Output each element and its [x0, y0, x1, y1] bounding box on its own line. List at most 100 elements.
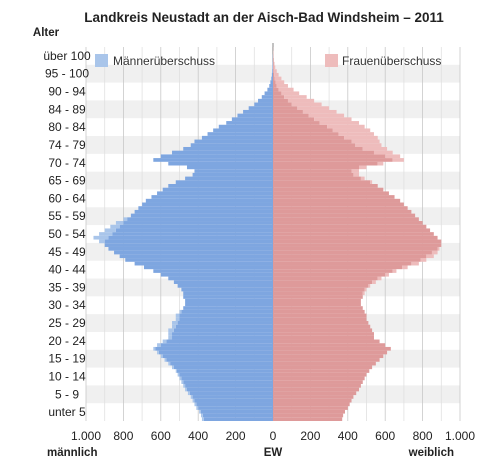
male-bar-age-4: [196, 402, 273, 407]
female-surplus-age-44: [426, 254, 434, 259]
male-bar-age-40: [153, 269, 273, 273]
female-bar-age-60: [273, 195, 395, 199]
male-bar-age-91: [270, 80, 273, 85]
female-bar-age-70: [273, 158, 393, 162]
male-surplus-age-9: [183, 383, 186, 388]
x-tick-label: 1.000: [71, 429, 101, 443]
male-surplus-age-50: [99, 232, 113, 236]
male-surplus-age-22: [168, 335, 173, 340]
female-bar-age-14: [273, 365, 373, 370]
female-bar-age-64: [273, 180, 371, 185]
female-bar-age-68: [273, 165, 360, 170]
female-surplus-age-42: [411, 261, 419, 266]
male-surplus-age-19: [153, 346, 156, 351]
legend-male: Männerüberschuss: [95, 54, 215, 68]
female-surplus-age-94: [273, 69, 277, 73]
female-surplus-age-46: [437, 246, 440, 251]
female-bar-age-31: [273, 302, 361, 307]
male-bar-age-82: [237, 113, 273, 118]
female-bar-age-35: [273, 287, 365, 292]
male-surplus-age-14: [172, 365, 174, 370]
female-surplus-age-97: [273, 58, 274, 62]
female-bar-age-3: [273, 406, 348, 410]
male-bar-age-48: [104, 239, 273, 244]
male-surplus-age-11: [179, 376, 182, 381]
age-label: 25 - 29: [48, 316, 86, 330]
age-label: 74 - 79: [48, 138, 86, 152]
female-bar-age-62: [273, 187, 384, 192]
female-bar-age-51: [273, 228, 431, 233]
female-bar-age-5: [273, 398, 352, 403]
male-surplus-age-21: [162, 339, 167, 344]
female-bar-age-65: [273, 176, 361, 181]
male-bar-age-2: [201, 409, 273, 414]
male-bar-age-62: [162, 187, 273, 192]
female-bar-age-87: [273, 95, 285, 99]
male-bar-age-44: [119, 254, 273, 259]
female-bar-age-63: [273, 184, 378, 188]
female-bar-age-82: [273, 113, 309, 118]
male-bar-age-51: [115, 228, 273, 233]
age-label: unter 5: [48, 405, 86, 419]
female-bar-age-81: [273, 117, 315, 122]
female-bar-age-45: [273, 250, 432, 255]
female-bar-age-10: [273, 380, 363, 384]
female-bar-age-93: [273, 72, 275, 77]
female-bar-age-26: [273, 321, 369, 325]
male-bar-age-92: [271, 76, 273, 81]
male-bar-age-66: [192, 172, 273, 177]
male-bar-age-12: [179, 372, 273, 377]
female-surplus-age-64: [370, 180, 373, 185]
female-bar-age-80: [273, 121, 320, 125]
age-label: 80 - 84: [48, 120, 86, 134]
legend-male-swatch: [95, 54, 108, 67]
male-surplus-age-7: [187, 391, 190, 396]
female-surplus-age-91: [275, 80, 285, 85]
female-bar-age-57: [273, 206, 408, 210]
age-label: 40 - 44: [48, 263, 86, 277]
male-bars: [93, 54, 274, 421]
female-surplus-age-72: [373, 150, 393, 155]
male-bar-age-0: [203, 417, 273, 421]
female-bar-age-24: [273, 328, 373, 333]
female-bar-age-92: [273, 76, 275, 81]
male-bar-age-75: [194, 139, 273, 144]
female-bar-age-54: [273, 217, 419, 222]
male-surplus-age-24: [168, 328, 174, 333]
male-bar-age-50: [112, 232, 274, 236]
male-bar-age-72: [172, 150, 273, 155]
female-surplus-age-39: [385, 272, 389, 277]
male-bar-age-22: [172, 335, 273, 340]
male-bar-age-64: [175, 180, 273, 185]
male-bar-age-32: [185, 298, 273, 303]
chart-title: Landkreis Neustadt an der Aisch-Bad Wind…: [84, 10, 444, 25]
female-surplus-age-87: [284, 95, 307, 99]
male-bar-age-46: [108, 246, 273, 251]
female-bar-age-19: [273, 346, 391, 351]
male-surplus-age-8: [185, 387, 187, 392]
male-surplus-age-23: [168, 332, 173, 336]
age-label: 65 - 69: [48, 174, 86, 188]
male-surplus-age-4: [194, 402, 197, 407]
female-bar-age-78: [273, 128, 333, 133]
female-bar-age-34: [273, 291, 363, 296]
female-surplus-age-41: [402, 265, 408, 270]
x-unit-label: EW: [264, 447, 283, 459]
female-bar-age-94: [273, 69, 274, 73]
male-bar-age-21: [166, 339, 273, 344]
female-bar-age-47: [273, 243, 442, 247]
female-surplus-age-45: [431, 250, 438, 255]
male-bar-age-70: [153, 158, 273, 162]
male-bar-age-83: [243, 109, 273, 114]
female-surplus-age-37: [372, 280, 376, 284]
female-bar-age-83: [273, 109, 303, 114]
female-surplus-age-84: [297, 106, 330, 110]
female-bar-age-61: [273, 191, 389, 196]
female-bar-age-32: [273, 298, 361, 303]
male-bar-age-27: [179, 317, 273, 322]
female-bar-age-16: [273, 358, 380, 362]
female-surplus-age-75: [351, 139, 380, 144]
male-bar-age-49: [108, 235, 273, 240]
male-surplus-age-28: [175, 313, 180, 318]
female-surplus-age-65: [360, 176, 365, 181]
